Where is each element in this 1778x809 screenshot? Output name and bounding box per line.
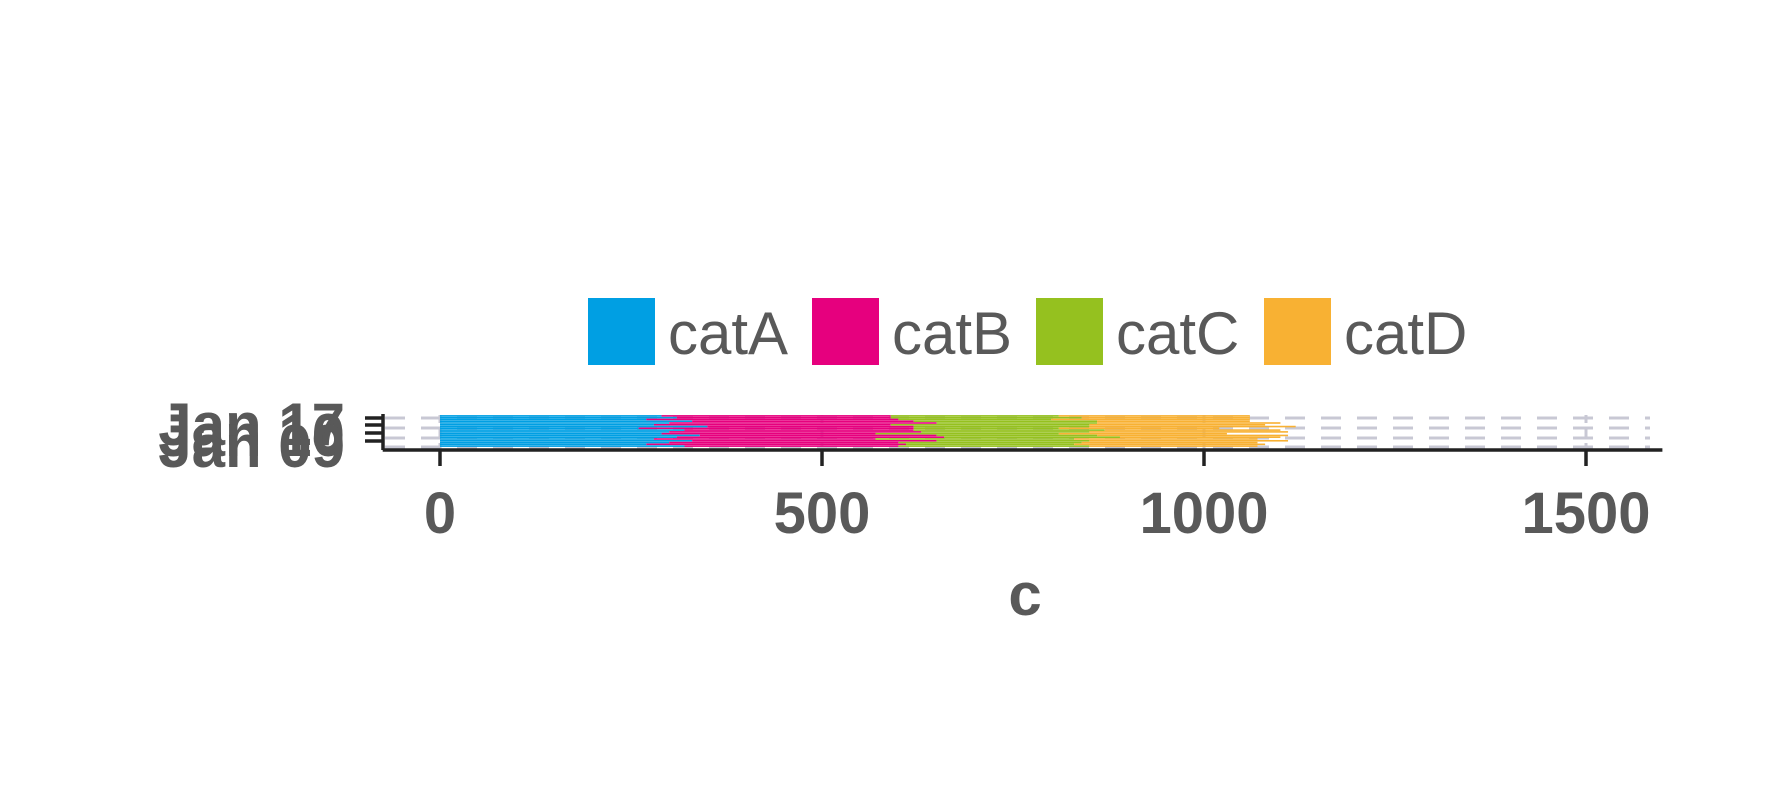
bar-segment bbox=[684, 429, 914, 431]
bar-segment bbox=[1089, 439, 1289, 442]
x-tick-label: 1500 bbox=[1521, 481, 1650, 546]
bar-segment bbox=[1104, 429, 1281, 431]
bar-segment bbox=[906, 443, 1075, 446]
bar-segment bbox=[440, 415, 662, 417]
legend-swatch bbox=[588, 298, 655, 365]
x-tick-label: 0 bbox=[424, 481, 456, 546]
bar-segment bbox=[936, 422, 1098, 424]
bar-segment bbox=[936, 434, 1098, 437]
bar-segment bbox=[1089, 425, 1296, 428]
bar-segment bbox=[890, 416, 1082, 419]
bar-segment bbox=[440, 422, 670, 424]
bar-segment bbox=[1089, 431, 1289, 433]
bar-segment bbox=[440, 427, 639, 430]
bar-segment bbox=[440, 423, 654, 426]
bar-segment bbox=[440, 445, 685, 447]
bar-segment bbox=[1058, 415, 1250, 417]
bar-segment bbox=[1081, 441, 1258, 444]
y-tick-label: Jan 09 bbox=[158, 413, 345, 480]
bar-segment bbox=[1097, 434, 1289, 437]
legend-swatch bbox=[812, 298, 879, 365]
bar-segment bbox=[1051, 418, 1250, 421]
legend-swatch bbox=[1036, 298, 1103, 365]
bar-segment bbox=[440, 434, 700, 437]
bar-segment bbox=[1074, 443, 1266, 446]
bar-segment bbox=[898, 441, 1082, 444]
y-tick-label: Jan 17 bbox=[158, 391, 345, 458]
legend-label: catB bbox=[892, 300, 1012, 367]
bar-segment bbox=[676, 436, 945, 439]
bar-segment bbox=[890, 423, 1090, 426]
bar-segment bbox=[913, 429, 1105, 431]
bar-segment bbox=[669, 431, 922, 433]
bar-segment bbox=[1074, 438, 1258, 440]
bar-segment bbox=[440, 420, 693, 423]
bar-segment bbox=[669, 422, 937, 424]
bar-segment bbox=[440, 436, 677, 439]
x-axis-title: c bbox=[1008, 561, 1041, 628]
bar-segment bbox=[440, 432, 662, 435]
bar-segment bbox=[921, 431, 1090, 433]
legend-label: catC bbox=[1116, 300, 1239, 367]
bar-segment bbox=[653, 423, 891, 426]
bar-segment bbox=[440, 438, 654, 440]
bar-segment bbox=[646, 418, 899, 421]
bar-segment bbox=[440, 418, 647, 421]
legend-swatch bbox=[1264, 298, 1331, 365]
bar-segment bbox=[699, 434, 937, 437]
bar-segment bbox=[898, 418, 1052, 421]
bar-segment bbox=[944, 436, 1120, 439]
bar-segment bbox=[692, 439, 937, 442]
bar-segment bbox=[440, 416, 677, 419]
bar-segment bbox=[1058, 432, 1227, 435]
bar-segment bbox=[661, 432, 876, 435]
bar-segment bbox=[684, 445, 899, 447]
bar-segment bbox=[913, 427, 1059, 430]
bar-segment bbox=[1097, 422, 1281, 424]
bar-segment bbox=[692, 420, 914, 423]
bar-segment bbox=[890, 415, 1059, 417]
legend-label: catA bbox=[668, 300, 788, 367]
bar-segment bbox=[676, 416, 891, 419]
bar-segment bbox=[913, 420, 1098, 423]
x-tick-label: 500 bbox=[774, 481, 871, 546]
bar-segment bbox=[646, 443, 907, 446]
bar-segment bbox=[440, 429, 685, 431]
bar-segment bbox=[875, 432, 1059, 435]
bar-segment bbox=[661, 415, 891, 417]
bar-segment bbox=[913, 425, 1090, 428]
x-axis-ticks: 0 500 1000 1500 bbox=[424, 450, 1651, 546]
bar-segment bbox=[936, 439, 1090, 442]
bar-segment bbox=[898, 445, 1090, 447]
bar-segment bbox=[1089, 445, 1258, 447]
bar-segment bbox=[653, 438, 876, 440]
bar-segment bbox=[638, 427, 914, 430]
bar-segment bbox=[440, 431, 670, 433]
bar-segment bbox=[1081, 416, 1250, 419]
bar-segment bbox=[440, 425, 708, 428]
bar-segment bbox=[1097, 420, 1250, 423]
x-tick-label: 1000 bbox=[1139, 481, 1268, 546]
bar-segment bbox=[1089, 423, 1266, 426]
y-tick-label: Jan 10 bbox=[158, 402, 345, 469]
legend: catA catB catC catD bbox=[588, 298, 1467, 367]
bar-segment bbox=[1119, 436, 1281, 439]
bar-segment bbox=[875, 438, 1075, 440]
bar-segment bbox=[440, 439, 693, 442]
bar-segment bbox=[669, 441, 899, 444]
bar-segment bbox=[707, 425, 914, 428]
bar-segment bbox=[1058, 427, 1220, 430]
bar-segment bbox=[440, 443, 647, 446]
bar-segment bbox=[440, 441, 670, 444]
bars bbox=[440, 415, 1296, 447]
legend-label: catD bbox=[1344, 300, 1467, 367]
